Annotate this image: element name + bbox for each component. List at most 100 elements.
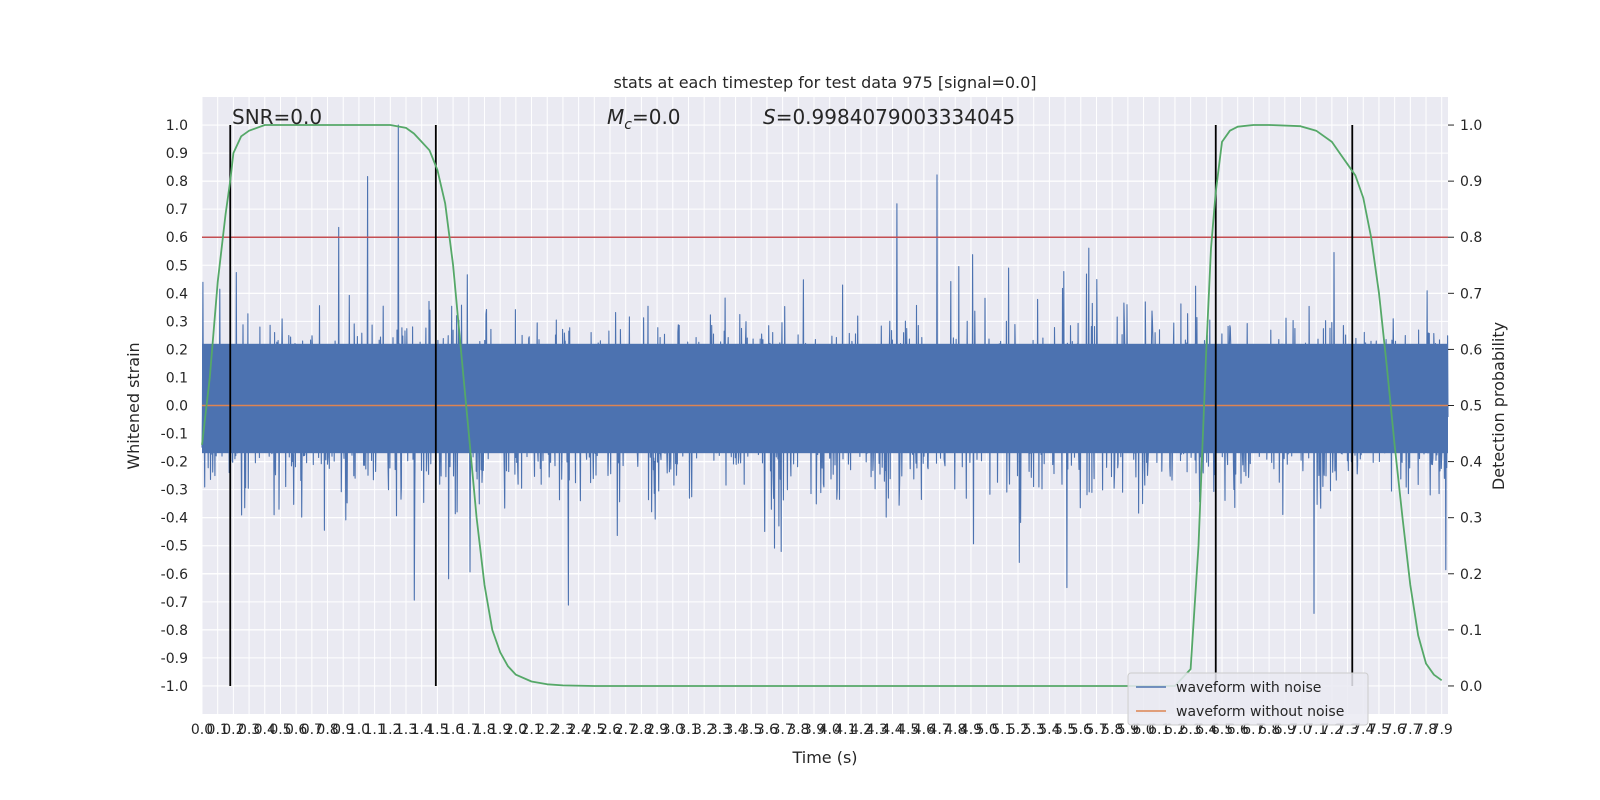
y-tick-label: -0.8 [161,623,188,639]
x-tick-label: 4.4 [881,722,903,738]
noise-waveform-core [202,343,1448,454]
x-tick-label: 2.5 [583,722,605,738]
x-tick-label: 1.7 [458,722,480,738]
noise-waveform [201,124,1449,614]
y-tick-label: -0.7 [161,595,188,611]
y-tick-label: 0.6 [166,230,188,246]
y2-tick-label: 0.1 [1460,623,1482,639]
x-tick-label: 6.3 [1180,722,1202,738]
x-tick-label: 1.4 [411,722,433,738]
y-tick-label: 0.2 [166,342,188,358]
y-tick-label: 0.8 [166,174,188,190]
y2-tick-label: 0.3 [1460,511,1482,527]
y-tick-label: -0.2 [161,455,188,471]
x-tick-label: 5.4 [1038,722,1060,738]
detection-probability-line [201,124,1443,687]
x-tick-label: 7.0 [1289,722,1311,738]
x-tick-label: 7.7 [1399,722,1421,738]
mc-subscript: c [624,117,632,133]
x-tick-label: 2.7 [615,722,637,738]
x-tick-label: 3.9 [803,722,825,738]
x-tick-label: 6.2 [1164,722,1186,738]
x-tick-label: 2.4 [567,722,589,738]
x-tick-label: 5.6 [1070,722,1092,738]
x-tick-label: 0.8 [316,722,338,738]
y2-axis-label: Detection probability [1489,322,1508,490]
y-tick-label: -0.3 [161,483,188,499]
y-tick-label: 0.3 [166,314,188,330]
x-tick-label: 6.9 [1274,722,1296,738]
x-tick-label: 5.0 [976,722,998,738]
y2-tick-label: 0.9 [1460,174,1482,190]
x-tick-label: 0.7 [301,722,323,738]
x-tick-label: 3.3 [709,722,731,738]
y-tick-label: 0.9 [166,146,188,162]
s-annotation: S=0.9984079003334045 [763,105,1015,129]
x-tick-label: 5.1 [991,722,1013,738]
x-tick-label: 1.6 [442,722,464,738]
x-tick-label: 0.3 [238,722,260,738]
legend-box [1127,672,1369,726]
y2-tick-label: 0.0 [1460,679,1482,695]
x-tick-label: 4.6 [913,722,935,738]
y2-tick-label: 0.2 [1460,567,1482,583]
x-tick-label: 1.0 [348,722,370,738]
x-tick-label: 1.1 [363,722,385,738]
y-tick-label: -0.1 [161,427,188,443]
x-tick-label: 3.4 [724,722,746,738]
x-tick-label: 6.4 [1195,722,1217,738]
x-tick-label: 5.2 [1007,722,1029,738]
y-axis-label: Whitened strain [124,342,143,469]
x-tick-label: 7.2 [1321,722,1343,738]
x-tick-label: 7.6 [1384,722,1406,738]
chart-title: stats at each timestep for test data 975… [613,73,1036,92]
x-tick-label: 5.8 [1101,722,1123,738]
x-tick-label: 1.9 [489,722,511,738]
s-value: =0.9984079003334045 [776,105,1015,129]
x-tick-label: 5.3 [1023,722,1045,738]
mc-annotation: Mc=0.0 [607,105,681,133]
x-tick-label: 0.0 [191,722,213,738]
x-tick-label: 5.5 [1054,722,1076,738]
x-tick-label: 7.5 [1368,722,1390,738]
x-tick-label: 6.8 [1258,722,1280,738]
x-tick-label: 6.1 [1148,722,1170,738]
x-tick-label: 6.0 [1132,722,1154,738]
x-tick-label: 7.9 [1431,722,1453,738]
x-tick-label: 1.5 [426,722,448,738]
y-tick-label: 0.4 [166,286,188,302]
x-tick-label: 3.8 [787,722,809,738]
x-tick-label: 0.4 [254,722,276,738]
x-tick-label: 3.2 [693,722,715,738]
y2-tick-label: 1.0 [1460,118,1482,134]
lines [201,124,1448,687]
x-tick-label: 2.2 [536,722,558,738]
x-tick-label: 3.7 [771,722,793,738]
x-tick-label: 7.3 [1336,722,1358,738]
x-tick-label: 6.7 [1242,722,1264,738]
x-tick-label: 5.9 [1117,722,1139,738]
x-tick-label: 5.7 [1085,722,1107,738]
x-tick-label: 0.6 [285,722,307,738]
x-tick-label: 0.1 [207,722,229,738]
x-tick-label: 0.9 [332,722,354,738]
y-tick-label: -0.5 [161,539,188,555]
x-tick-label: 7.4 [1352,722,1374,738]
axes: 0.00.10.20.30.40.50.60.70.80.91.01.11.21… [161,118,1483,738]
mc-value: =0.0 [632,105,681,129]
x-tick-label: 1.8 [473,722,495,738]
x-tick-label: 0.2 [222,722,244,738]
y-tick-label: 0.0 [166,399,188,415]
legend-label-noise: waveform with noise [1176,680,1321,696]
y-tick-label: 0.1 [166,370,188,386]
y-tick-label: -0.6 [161,567,188,583]
x-tick-label: 2.1 [520,722,542,738]
x-tick-label: 1.2 [379,722,401,738]
x-tick-label: 3.0 [662,722,684,738]
x-tick-label: 7.8 [1415,722,1437,738]
mc-symbol: M [607,105,624,129]
y2-tick-label: 0.7 [1460,286,1482,302]
x-tick-label: 3.1 [677,722,699,738]
